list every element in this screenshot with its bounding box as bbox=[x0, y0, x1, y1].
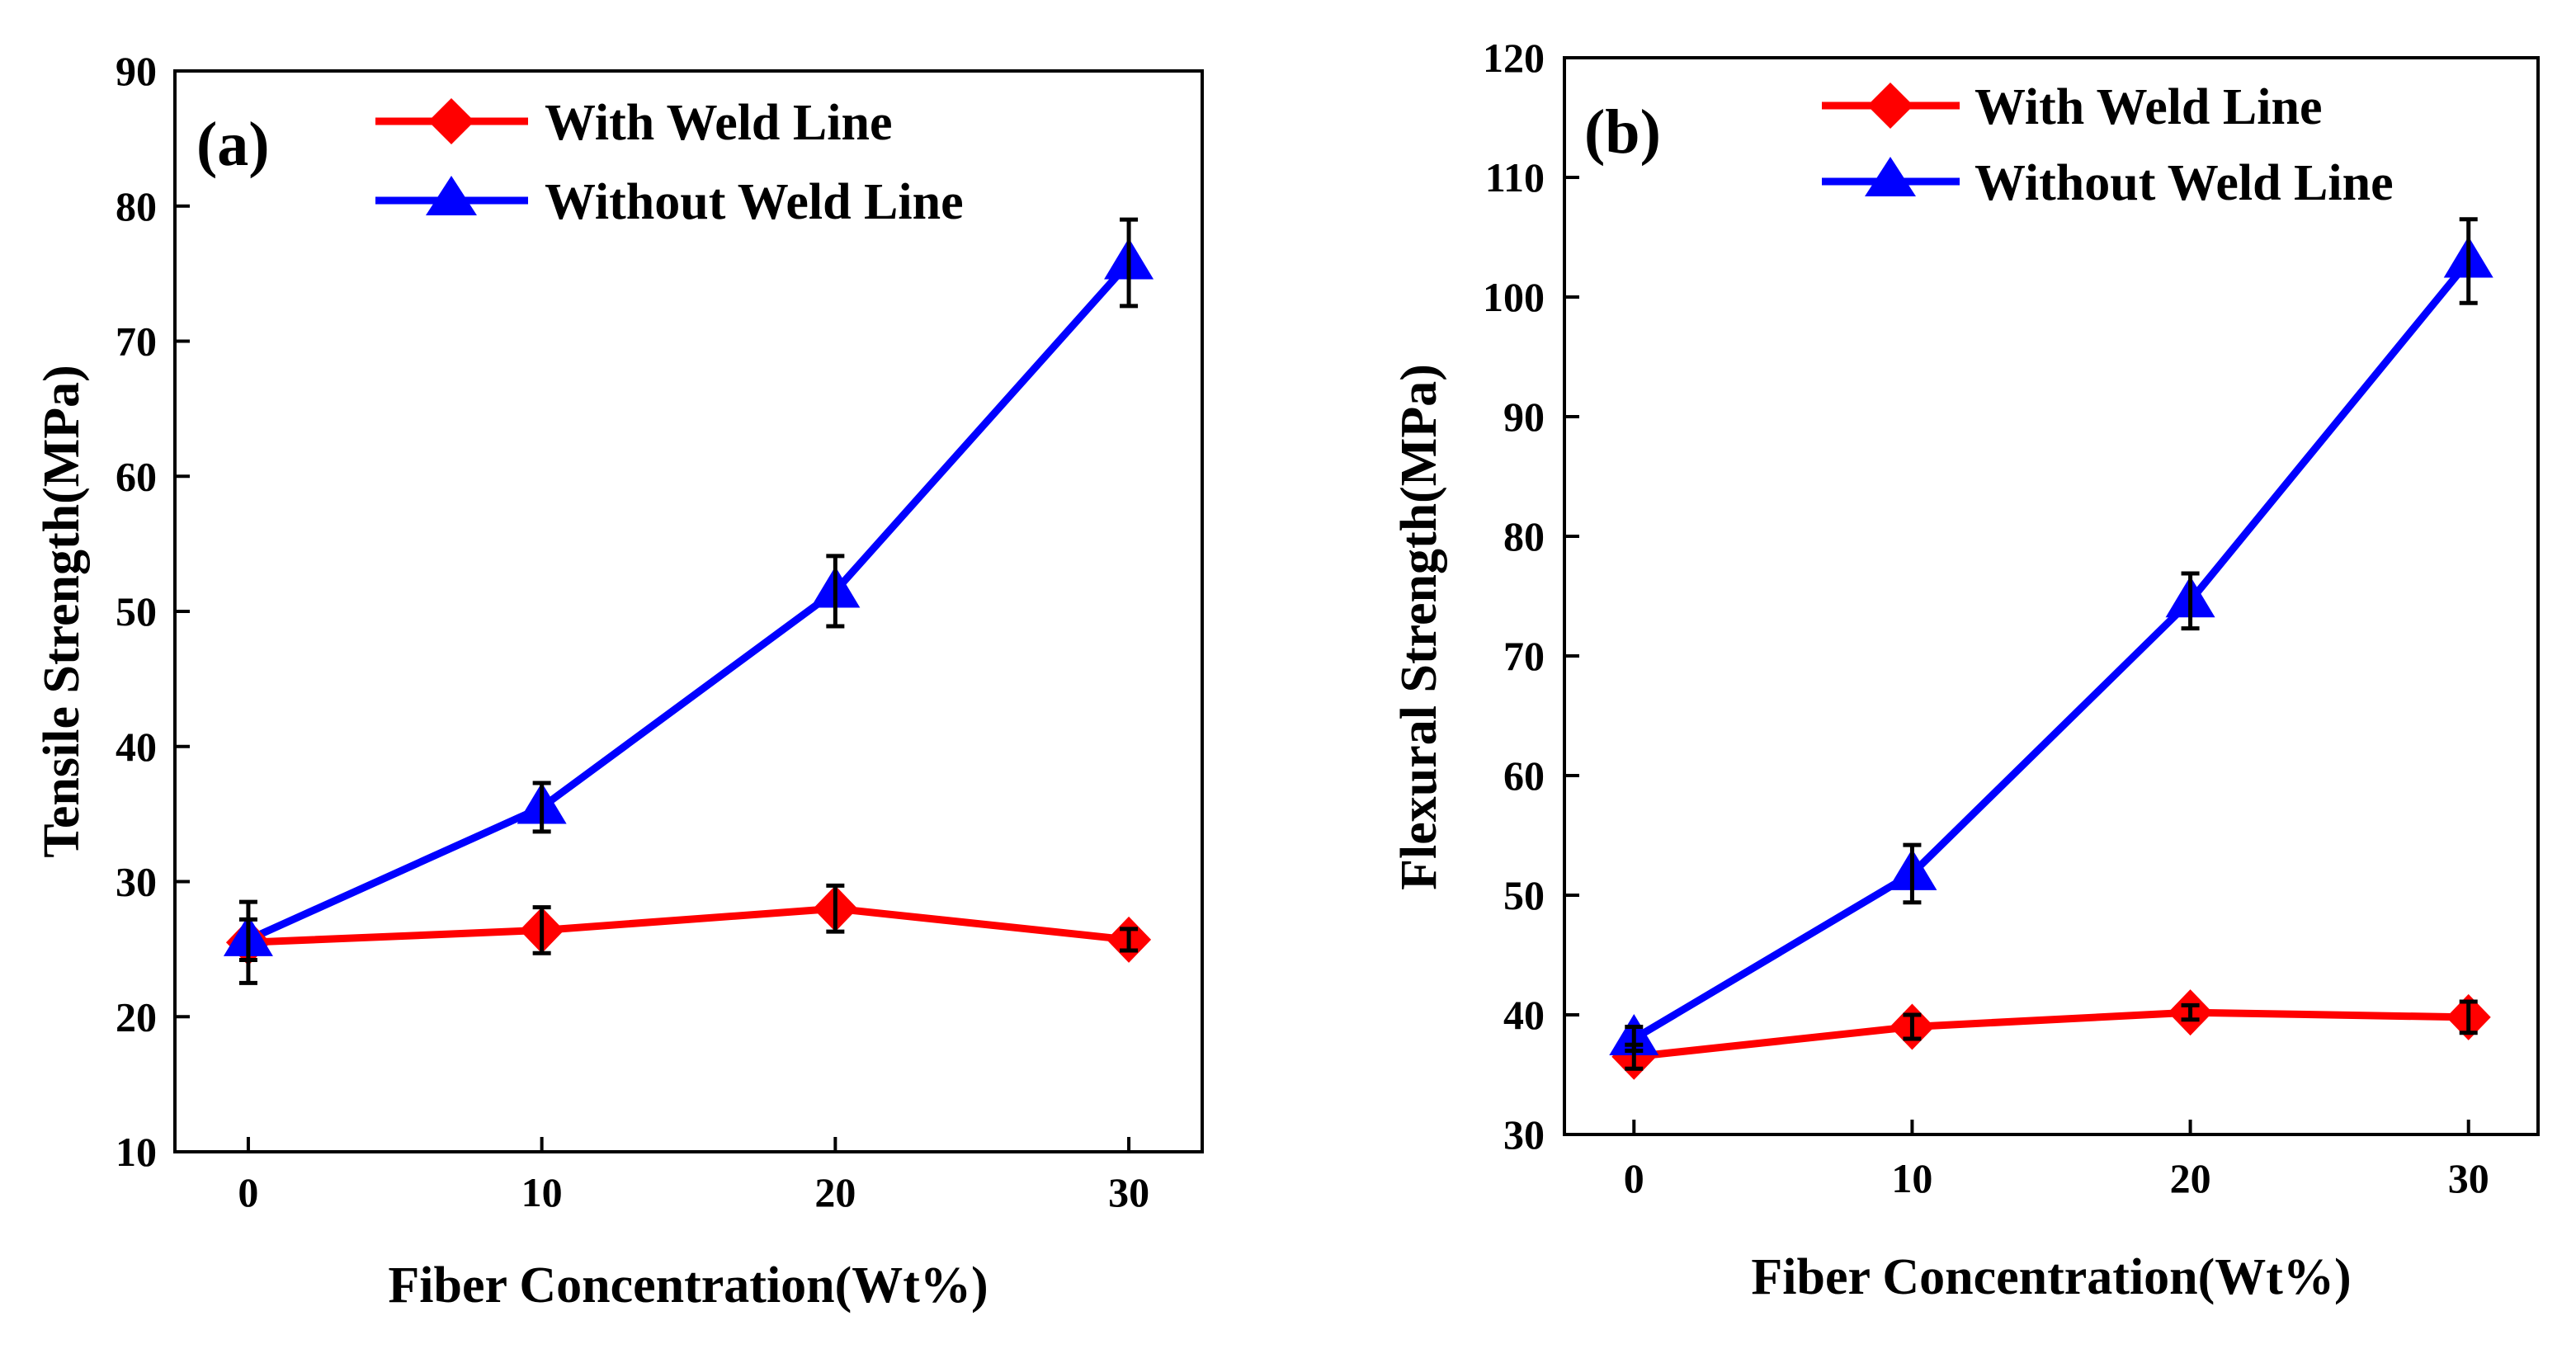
chart-a-error-bar-without-weld-line bbox=[532, 781, 551, 834]
chart-a-y-tick-label: 70 bbox=[116, 318, 157, 365]
chart-a-x-tick-label: 30 bbox=[1108, 1169, 1149, 1215]
chart-a-legend-marker-with-weld-line bbox=[428, 98, 474, 144]
chart-a-marks bbox=[223, 217, 1154, 985]
chart-b-frame bbox=[1563, 56, 2540, 1136]
chart-b-legend-marker-without-weld-line bbox=[1865, 157, 1916, 196]
chart-a-legend-marker-without-weld-line bbox=[426, 176, 477, 215]
chart-a-x-tick-label: 10 bbox=[521, 1169, 563, 1215]
chart-b: 30 40 50 60 70 80 90 100 110 120 0 10 20 30 (b) Fiber… bbox=[1391, 35, 2540, 1305]
chart-b-legend: With Weld Line Without Weld Line bbox=[1822, 79, 2394, 211]
chart-b-error-bar-with-weld-line bbox=[2181, 1002, 2200, 1022]
chart-a-y-tick-label: 50 bbox=[116, 588, 157, 634]
chart-b-legend-label-with-weld-line: With Weld Line bbox=[1974, 79, 2323, 135]
chart-b-error-bar-with-weld-line bbox=[1903, 1012, 1922, 1041]
chart-a-error-bar-without-weld-line bbox=[1120, 217, 1139, 309]
chart-a-legend-label-without-weld-line: Without Weld Line bbox=[545, 174, 964, 230]
chart-b-legend-label-without-weld-line: Without Weld Line bbox=[1974, 155, 2394, 211]
chart-b-y-tick-label: 100 bbox=[1483, 274, 1545, 320]
chart-b-error-bar-without-weld-line bbox=[1625, 1025, 1644, 1053]
chart-b-y-tick-label: 40 bbox=[1503, 992, 1545, 1038]
chart-a-x-axis-title: Fiber Concentration(Wt%) bbox=[388, 1257, 988, 1314]
chart-b-panel-label: (b) bbox=[1584, 97, 1661, 167]
chart-a-y-tick-label: 60 bbox=[116, 453, 157, 499]
chart-a-y-tick-label: 20 bbox=[116, 993, 157, 1040]
chart-a-axes: 10 20 30 40 50 60 70 80 90 0 10 20 30 bbox=[116, 48, 1149, 1215]
chart-b-y-tick-label: 110 bbox=[1485, 154, 1545, 200]
chart-a-x-tick-label: 0 bbox=[238, 1169, 258, 1215]
chart-a-line-without-weld-line bbox=[244, 259, 1133, 944]
chart-a: 10 20 30 40 50 60 70 80 90 0 10 20 30 (a) Fiber Conc… bbox=[34, 48, 1204, 1314]
chart-a-error-bar-without-weld-line bbox=[238, 917, 257, 962]
chart-b-error-bar-without-weld-line bbox=[2181, 571, 2200, 631]
chart-a-y-tick-label: 10 bbox=[116, 1129, 157, 1175]
chart-b-x-tick-label: 0 bbox=[1624, 1155, 1644, 1201]
chart-a-y-tick-label: 40 bbox=[116, 724, 157, 770]
chart-b-line-without-weld-line bbox=[1630, 257, 2473, 1043]
chart-b-y-tick-label: 70 bbox=[1503, 633, 1545, 679]
chart-a-y-axis-title: Tensile Strength(MPa) bbox=[34, 365, 90, 858]
chart-b-y-axis-title: Flexural Strength(MPa) bbox=[1391, 364, 1447, 890]
chart-a-legend: With Weld Line Without Weld Line bbox=[375, 95, 964, 230]
chart-a-error-bar-with-weld-line bbox=[1120, 927, 1139, 953]
chart-b-y-tick-label: 80 bbox=[1503, 513, 1545, 559]
chart-b-marks bbox=[1609, 217, 2493, 1080]
chart-b-x-tick-label: 30 bbox=[2448, 1155, 2489, 1201]
chart-a-y-tick-label: 80 bbox=[116, 183, 157, 229]
chart-b-error-bar-without-weld-line bbox=[2459, 217, 2478, 305]
chart-b-x-axis-title: Fiber Concentration(Wt%) bbox=[1751, 1249, 2351, 1305]
chart-a-error-bar-with-weld-line bbox=[532, 905, 551, 955]
chart-b-line-with-weld-line bbox=[1630, 1008, 2473, 1061]
chart-a-line-with-weld-line bbox=[244, 904, 1133, 946]
chart-b-y-tick-label: 50 bbox=[1503, 872, 1545, 918]
chart-a-y-tick-label: 90 bbox=[116, 48, 157, 94]
chart-b-x-tick-label: 10 bbox=[1891, 1155, 1932, 1201]
chart-b-x-tick-label: 20 bbox=[2170, 1155, 2211, 1201]
chart-a-error-bar-with-weld-line bbox=[826, 883, 845, 934]
chart-a-panel-label: (a) bbox=[196, 110, 270, 179]
chart-a-legend-label-with-weld-line: With Weld Line bbox=[545, 95, 893, 151]
chart-b-y-tick-label: 120 bbox=[1483, 35, 1545, 81]
chart-b-axes: 30 40 50 60 70 80 90 100 110 120 0 10 20 30 bbox=[1483, 35, 2489, 1201]
chart-b-y-tick-label: 30 bbox=[1503, 1111, 1545, 1158]
chart-a-error-bar-without-weld-line bbox=[826, 554, 845, 629]
chart-b-error-bar-without-weld-line bbox=[1903, 842, 1922, 905]
chart-b-y-tick-label: 90 bbox=[1503, 394, 1545, 440]
chart-b-y-tick-label: 60 bbox=[1503, 752, 1545, 799]
chart-a-y-tick-label: 30 bbox=[116, 859, 157, 905]
chart-a-x-tick-label: 20 bbox=[814, 1169, 856, 1215]
chart-b-error-bar-with-weld-line bbox=[2459, 999, 2478, 1035]
chart-b-legend-marker-with-weld-line bbox=[1867, 83, 1913, 129]
